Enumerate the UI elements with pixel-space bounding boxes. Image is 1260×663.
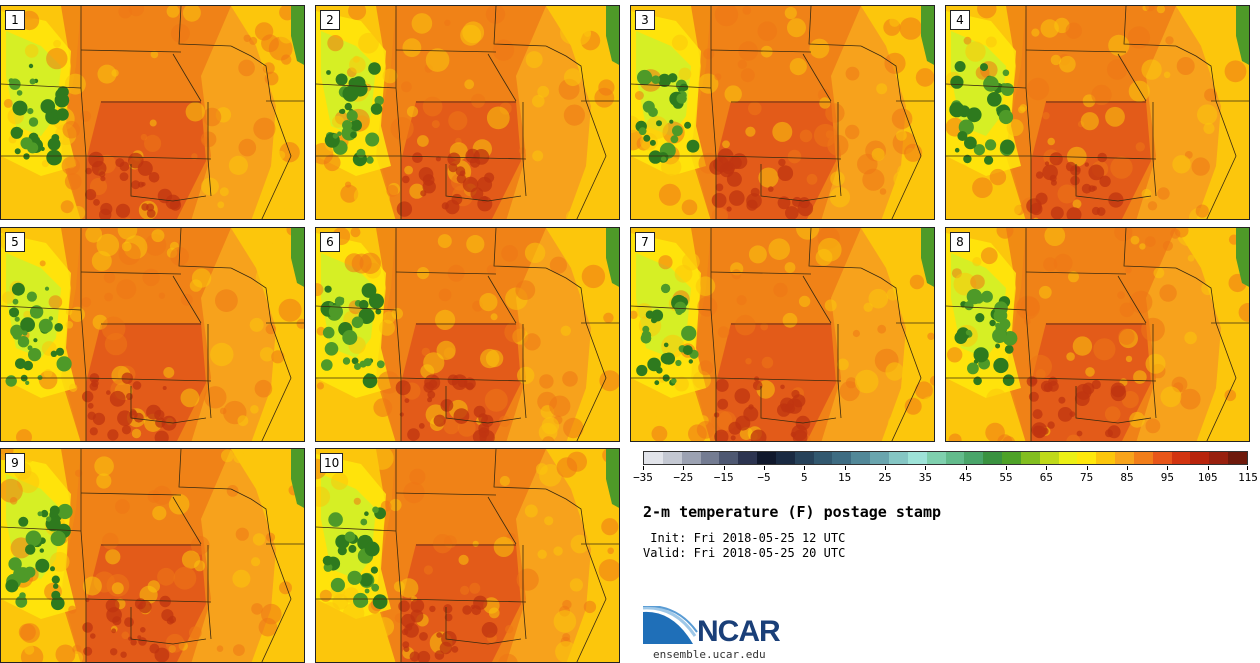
- colorbar-segment: [907, 452, 927, 464]
- colorbar-tick: [723, 466, 725, 470]
- member-panel: 8: [945, 227, 1250, 442]
- colorbar-tick: [643, 466, 644, 470]
- member-panel: 4: [945, 5, 1250, 220]
- colorbar-tick-label: 105: [1197, 471, 1218, 484]
- colorbar-tick: [1086, 466, 1088, 470]
- colorbar-tick: [925, 466, 927, 470]
- colorbar-segment: [719, 452, 739, 464]
- init-time: Init: Fri 2018-05-25 12 UTC: [643, 531, 846, 545]
- colorbar-segment: [1228, 452, 1247, 464]
- colorbar-segment: [662, 452, 682, 464]
- colorbar-tick: [1006, 466, 1007, 470]
- member-label: 8: [950, 232, 970, 252]
- colorbar-tick-label: −25: [673, 471, 694, 484]
- member-label: 1: [5, 10, 25, 30]
- colorbar-tick-label: 15: [838, 471, 852, 484]
- colorbar-tick: [1046, 466, 1048, 470]
- colorbar-segment: [1209, 452, 1229, 464]
- colorbar-tick-label: 45: [959, 471, 973, 484]
- colorbar-ticks: −35 −25 −15 −5 5 15 25 35 45 55 65 75 85 95 105 115: [633, 466, 1258, 486]
- colorbar-segment: [1077, 452, 1097, 464]
- colorbar-tick: [1207, 466, 1209, 470]
- colorbar-segment: [1020, 452, 1040, 464]
- colorbar-tick: [804, 466, 806, 470]
- member-label: 10: [320, 453, 344, 473]
- member-label: 3: [635, 10, 655, 30]
- colorbar-tick-label: 55: [999, 471, 1013, 484]
- member-panel: 1: [0, 5, 305, 220]
- member-panel: 6: [315, 227, 620, 442]
- colorbar-segment: [738, 452, 758, 464]
- colorbar-tick-label: 25: [878, 471, 892, 484]
- colorbar-tick-label: 5: [801, 471, 808, 484]
- colorbar-segment: [757, 452, 776, 464]
- member-panel: 7: [630, 227, 935, 442]
- colorbar-tick-label: −5: [757, 471, 771, 484]
- plot-title: 2-m temperature (F) postage stamp: [643, 503, 942, 521]
- colorbar-tick: [683, 466, 685, 470]
- colorbar-segment: [964, 452, 984, 464]
- logo-url: ensemble.ucar.edu: [653, 648, 766, 661]
- colorbar-segment: [700, 452, 720, 464]
- colorbar-tick-label: −35: [633, 471, 653, 484]
- colorbar-segment: [851, 452, 871, 464]
- colorbar-segment: [1115, 452, 1134, 464]
- colorbar-tick-label: 115: [1238, 471, 1258, 484]
- member-panel: 3: [630, 5, 935, 220]
- colorbar-segment: [1152, 452, 1172, 464]
- colorbar-tick: [1127, 466, 1128, 470]
- colorbar-tick-label: 75: [1080, 471, 1094, 484]
- colorbar-segment: [775, 452, 795, 464]
- colorbar-segment: [832, 452, 852, 464]
- valid-time: Valid: Fri 2018-05-25 20 UTC: [643, 546, 846, 560]
- member-label: 5: [5, 232, 25, 252]
- member-panel: 9: [0, 448, 305, 663]
- colorbar-segment: [681, 452, 701, 464]
- ncar-logo-text: NCAR: [697, 615, 781, 648]
- colorbar-tick-label: 65: [1039, 471, 1053, 484]
- colorbar-segment: [794, 452, 814, 464]
- colorbar-segment: [1058, 452, 1078, 464]
- colorbar-tick-label: 95: [1160, 471, 1174, 484]
- colorbar-tick: [1247, 466, 1248, 470]
- colorbar-segment: [926, 452, 946, 464]
- colorbar-segment: [1171, 452, 1191, 464]
- colorbar-segment: [888, 452, 908, 464]
- colorbar-tick: [764, 466, 765, 470]
- colorbar-tick: [965, 466, 967, 470]
- colorbar-segment: [1002, 452, 1021, 464]
- colorbar-segment: [1039, 452, 1059, 464]
- member-panel: 5: [0, 227, 305, 442]
- colorbar-segment: [813, 452, 833, 464]
- colorbar-tick: [885, 466, 886, 470]
- colorbar-segment: [983, 452, 1003, 464]
- colorbar-tick: [1167, 466, 1169, 470]
- colorbar-segment: [1133, 452, 1153, 464]
- member-label: 6: [320, 232, 340, 252]
- member-panel: 2: [315, 5, 620, 220]
- colorbar-segment: [870, 452, 889, 464]
- ncar-logo-icon: [643, 606, 698, 644]
- temperature-colorbar: [643, 451, 1248, 465]
- member-label: 9: [5, 453, 25, 473]
- colorbar-tick-label: 85: [1120, 471, 1134, 484]
- colorbar-tick-label: −15: [713, 471, 734, 484]
- colorbar-segment: [1190, 452, 1210, 464]
- member-label: 4: [950, 10, 970, 30]
- colorbar-tick-label: 35: [918, 471, 932, 484]
- member-panel: 10: [315, 448, 620, 663]
- colorbar-segment: [945, 452, 965, 464]
- colorbar-tick: [844, 466, 846, 470]
- member-label: 7: [635, 232, 655, 252]
- colorbar-segment: [644, 452, 663, 464]
- colorbar-segment: [1096, 452, 1116, 464]
- member-label: 2: [320, 10, 340, 30]
